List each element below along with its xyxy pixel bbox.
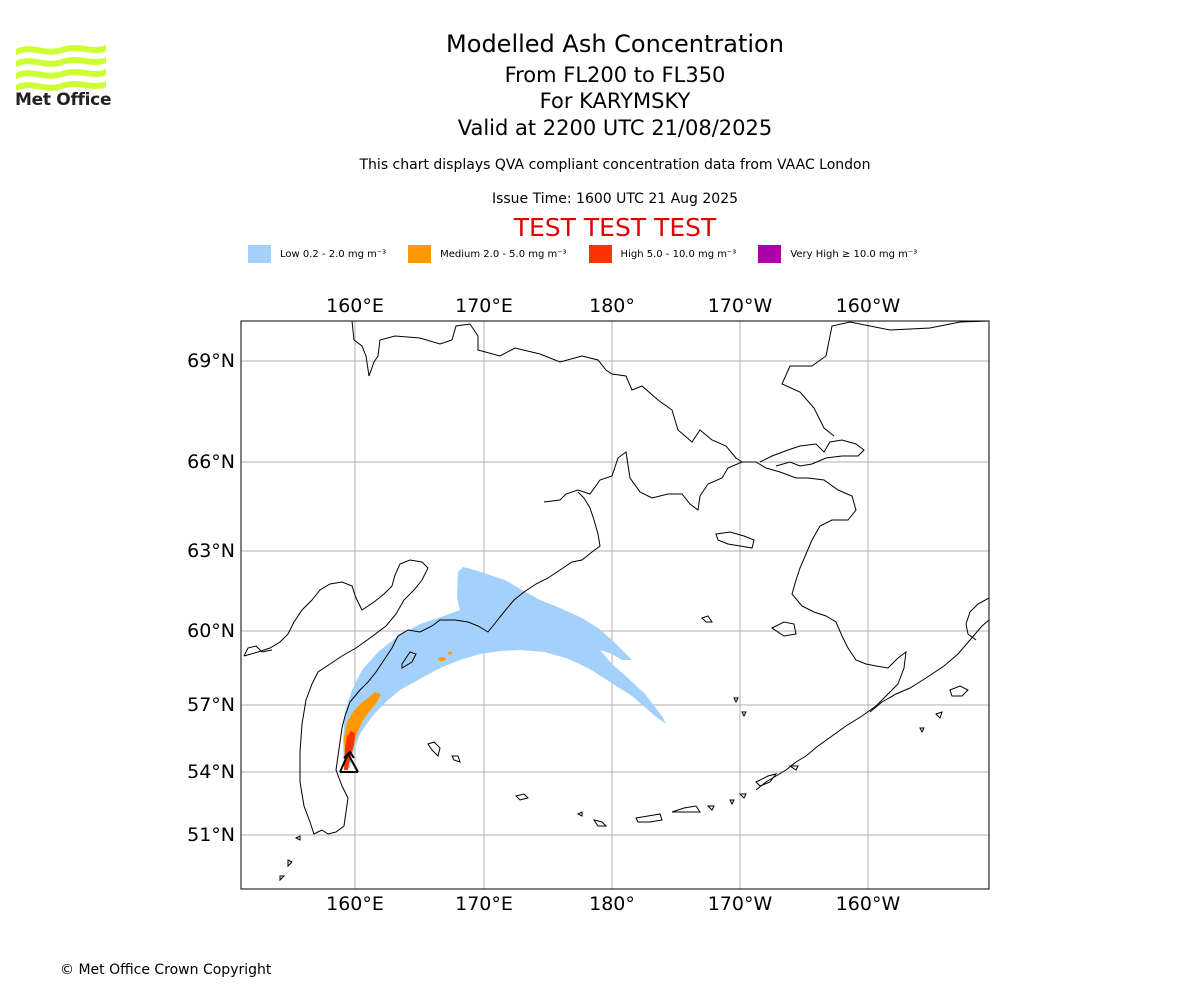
lon-tick-top-160w: 160°W: [836, 295, 901, 317]
compliance-note: This chart displays QVA compliant concen…: [359, 157, 871, 173]
copyright-footer: © Met Office Crown Copyright: [60, 962, 272, 978]
legend-label-medium: Medium 2.0 - 5.0 mg m⁻³: [440, 248, 567, 260]
volcano-name: For KARYMSKY: [539, 89, 691, 113]
lat-tick-66n: 66°N: [187, 451, 235, 473]
legend-label-high: High 5.0 - 10.0 mg m⁻³: [620, 248, 737, 260]
valid-time: Valid at 2200 UTC 21/08/2025: [457, 116, 773, 140]
lon-tick-top-170e: 170°E: [455, 295, 513, 317]
lat-tick-60n: 60°N: [187, 620, 235, 642]
legend-swatch-high: [588, 245, 612, 263]
legend: Low 0.2 - 2.0 mg m⁻³ Medium 2.0 - 5.0 mg…: [248, 244, 939, 264]
lon-tick-top-170w: 170°W: [708, 295, 773, 317]
lon-tick-bottom-160w: 160°W: [836, 893, 901, 915]
coastlines: [243, 321, 989, 835]
chart-title: Modelled Ash Concentration: [446, 30, 784, 58]
lat-tick-63n: 63°N: [187, 540, 235, 562]
met-office-logo: [16, 45, 106, 91]
map-frame: [240, 320, 990, 890]
volcano-marker: [339, 750, 359, 773]
lat-tick-57n: 57°N: [187, 694, 235, 716]
lon-tick-top-180: 180°: [589, 295, 635, 317]
legend-item-high: High 5.0 - 10.0 mg m⁻³: [588, 245, 737, 263]
lon-tick-bottom-170w: 170°W: [708, 893, 773, 915]
lon-tick-top-160e: 160°E: [326, 295, 384, 317]
lon-tick-bottom-160e: 160°E: [326, 893, 384, 915]
legend-item-very-high: Very High ≥ 10.0 mg m⁻³: [758, 245, 917, 263]
ash-area-low: [343, 567, 666, 768]
flight-level-range: From FL200 to FL350: [504, 63, 726, 87]
legend-swatch-medium: [408, 245, 432, 263]
ash-area-high: [344, 731, 355, 770]
ash-patch-medium-b: [448, 651, 452, 655]
legend-label-low: Low 0.2 - 2.0 mg m⁻³: [280, 248, 387, 260]
legend-item-low: Low 0.2 - 2.0 mg m⁻³: [248, 245, 386, 263]
lon-tick-bottom-170e: 170°E: [455, 893, 513, 915]
islands: [279, 531, 969, 882]
lat-tick-54n: 54°N: [187, 761, 235, 783]
lat-tick-51n: 51°N: [187, 824, 235, 846]
legend-swatch-low: [248, 245, 271, 263]
ash-patch-medium-a: [438, 657, 446, 661]
test-banner: TEST TEST TEST: [513, 213, 717, 242]
logo-text: Met Office: [15, 90, 112, 110]
lat-tick-69n: 69°N: [187, 350, 235, 372]
map-gridlines: [241, 321, 989, 889]
issue-time: Issue Time: 1600 UTC 21 Aug 2025: [491, 191, 739, 207]
legend-label-very-high: Very High ≥ 10.0 mg m⁻³: [790, 248, 918, 260]
legend-swatch-very-high: [758, 245, 782, 263]
legend-item-medium: Medium 2.0 - 5.0 mg m⁻³: [408, 245, 567, 263]
lon-tick-bottom-180: 180°: [589, 893, 635, 915]
